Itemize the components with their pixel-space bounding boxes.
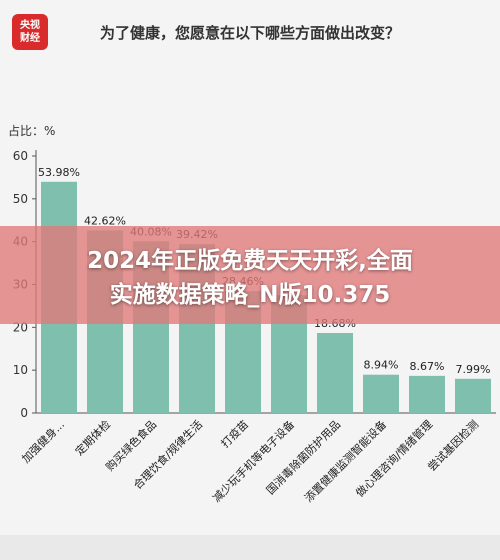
x-tick-label: 减少玩手机等电子设备 <box>209 417 297 505</box>
x-tick-label: 国消毒除菌防护用品 <box>263 417 343 497</box>
footer-strip <box>0 535 500 560</box>
x-tick-label: 打疫苗 <box>218 417 251 450</box>
bar <box>409 375 445 413</box>
overlay-banner <box>0 226 500 324</box>
x-tick-label: 添置健康监测智能设备 <box>301 417 389 505</box>
bar <box>363 374 399 413</box>
banner-line-1: 2024年正版免费天天开彩,全面 <box>87 248 413 274</box>
y-tick-label: 50 <box>13 192 28 206</box>
bar <box>317 332 353 413</box>
banner-line-2: 实施数据策略_N版10.375 <box>109 282 391 308</box>
y-axis-unit-label: 占比：% <box>8 124 56 138</box>
x-tick-label: 加强健身... <box>19 417 67 465</box>
bar-value-label: 8.94% <box>364 359 399 372</box>
bar <box>455 378 491 413</box>
cctv-finance-logo: 央视 财经 <box>12 14 48 50</box>
overlay-banner-text: 2024年正版免费天天开彩,全面 实施数据策略_N版10.375 <box>0 244 500 312</box>
y-tick-label: 60 <box>13 149 28 163</box>
bar-value-label: 53.98% <box>38 166 80 179</box>
x-tick-label: 定期体检 <box>72 417 113 458</box>
chart-title: 为了健康，您愿意在以下哪些方面做出改变？ <box>99 24 400 42</box>
x-tick-label: 做心理咨询/情绪管理 <box>353 417 436 500</box>
bar-value-label: 8.67% <box>410 360 445 373</box>
y-tick-label: 10 <box>13 363 28 377</box>
bar-value-label: 7.99% <box>456 363 491 376</box>
bar-value-label: 42.62% <box>84 214 126 227</box>
y-tick-label: 0 <box>20 406 28 420</box>
